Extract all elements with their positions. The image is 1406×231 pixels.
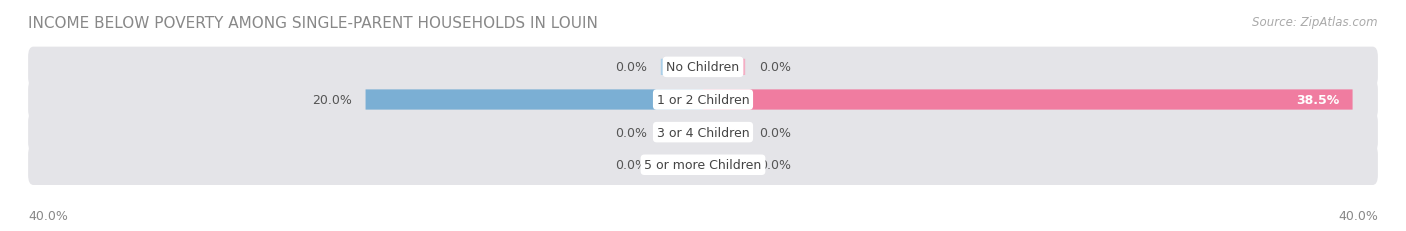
FancyBboxPatch shape: [703, 157, 745, 173]
FancyBboxPatch shape: [703, 125, 745, 141]
FancyBboxPatch shape: [703, 60, 745, 76]
FancyBboxPatch shape: [661, 157, 703, 173]
Text: Source: ZipAtlas.com: Source: ZipAtlas.com: [1253, 16, 1378, 29]
Text: 38.5%: 38.5%: [1296, 94, 1339, 106]
FancyBboxPatch shape: [28, 47, 1378, 88]
FancyBboxPatch shape: [661, 125, 703, 141]
Text: 0.0%: 0.0%: [616, 158, 647, 172]
Text: 5 or more Children: 5 or more Children: [644, 158, 762, 172]
FancyBboxPatch shape: [28, 112, 1378, 153]
FancyBboxPatch shape: [366, 90, 703, 110]
Text: 0.0%: 0.0%: [616, 61, 647, 74]
Text: 3 or 4 Children: 3 or 4 Children: [657, 126, 749, 139]
Text: 40.0%: 40.0%: [28, 209, 67, 222]
Text: 20.0%: 20.0%: [312, 94, 352, 106]
Text: No Children: No Children: [666, 61, 740, 74]
Text: INCOME BELOW POVERTY AMONG SINGLE-PARENT HOUSEHOLDS IN LOUIN: INCOME BELOW POVERTY AMONG SINGLE-PARENT…: [28, 16, 598, 31]
FancyBboxPatch shape: [661, 60, 703, 76]
Text: 0.0%: 0.0%: [616, 126, 647, 139]
FancyBboxPatch shape: [28, 80, 1378, 120]
Text: 0.0%: 0.0%: [759, 158, 790, 172]
Text: 0.0%: 0.0%: [759, 61, 790, 74]
Legend: Single Father, Single Mother: Single Father, Single Mother: [583, 227, 823, 231]
FancyBboxPatch shape: [703, 90, 1353, 110]
FancyBboxPatch shape: [28, 145, 1378, 185]
Text: 0.0%: 0.0%: [759, 126, 790, 139]
Text: 1 or 2 Children: 1 or 2 Children: [657, 94, 749, 106]
Text: 40.0%: 40.0%: [1339, 209, 1378, 222]
